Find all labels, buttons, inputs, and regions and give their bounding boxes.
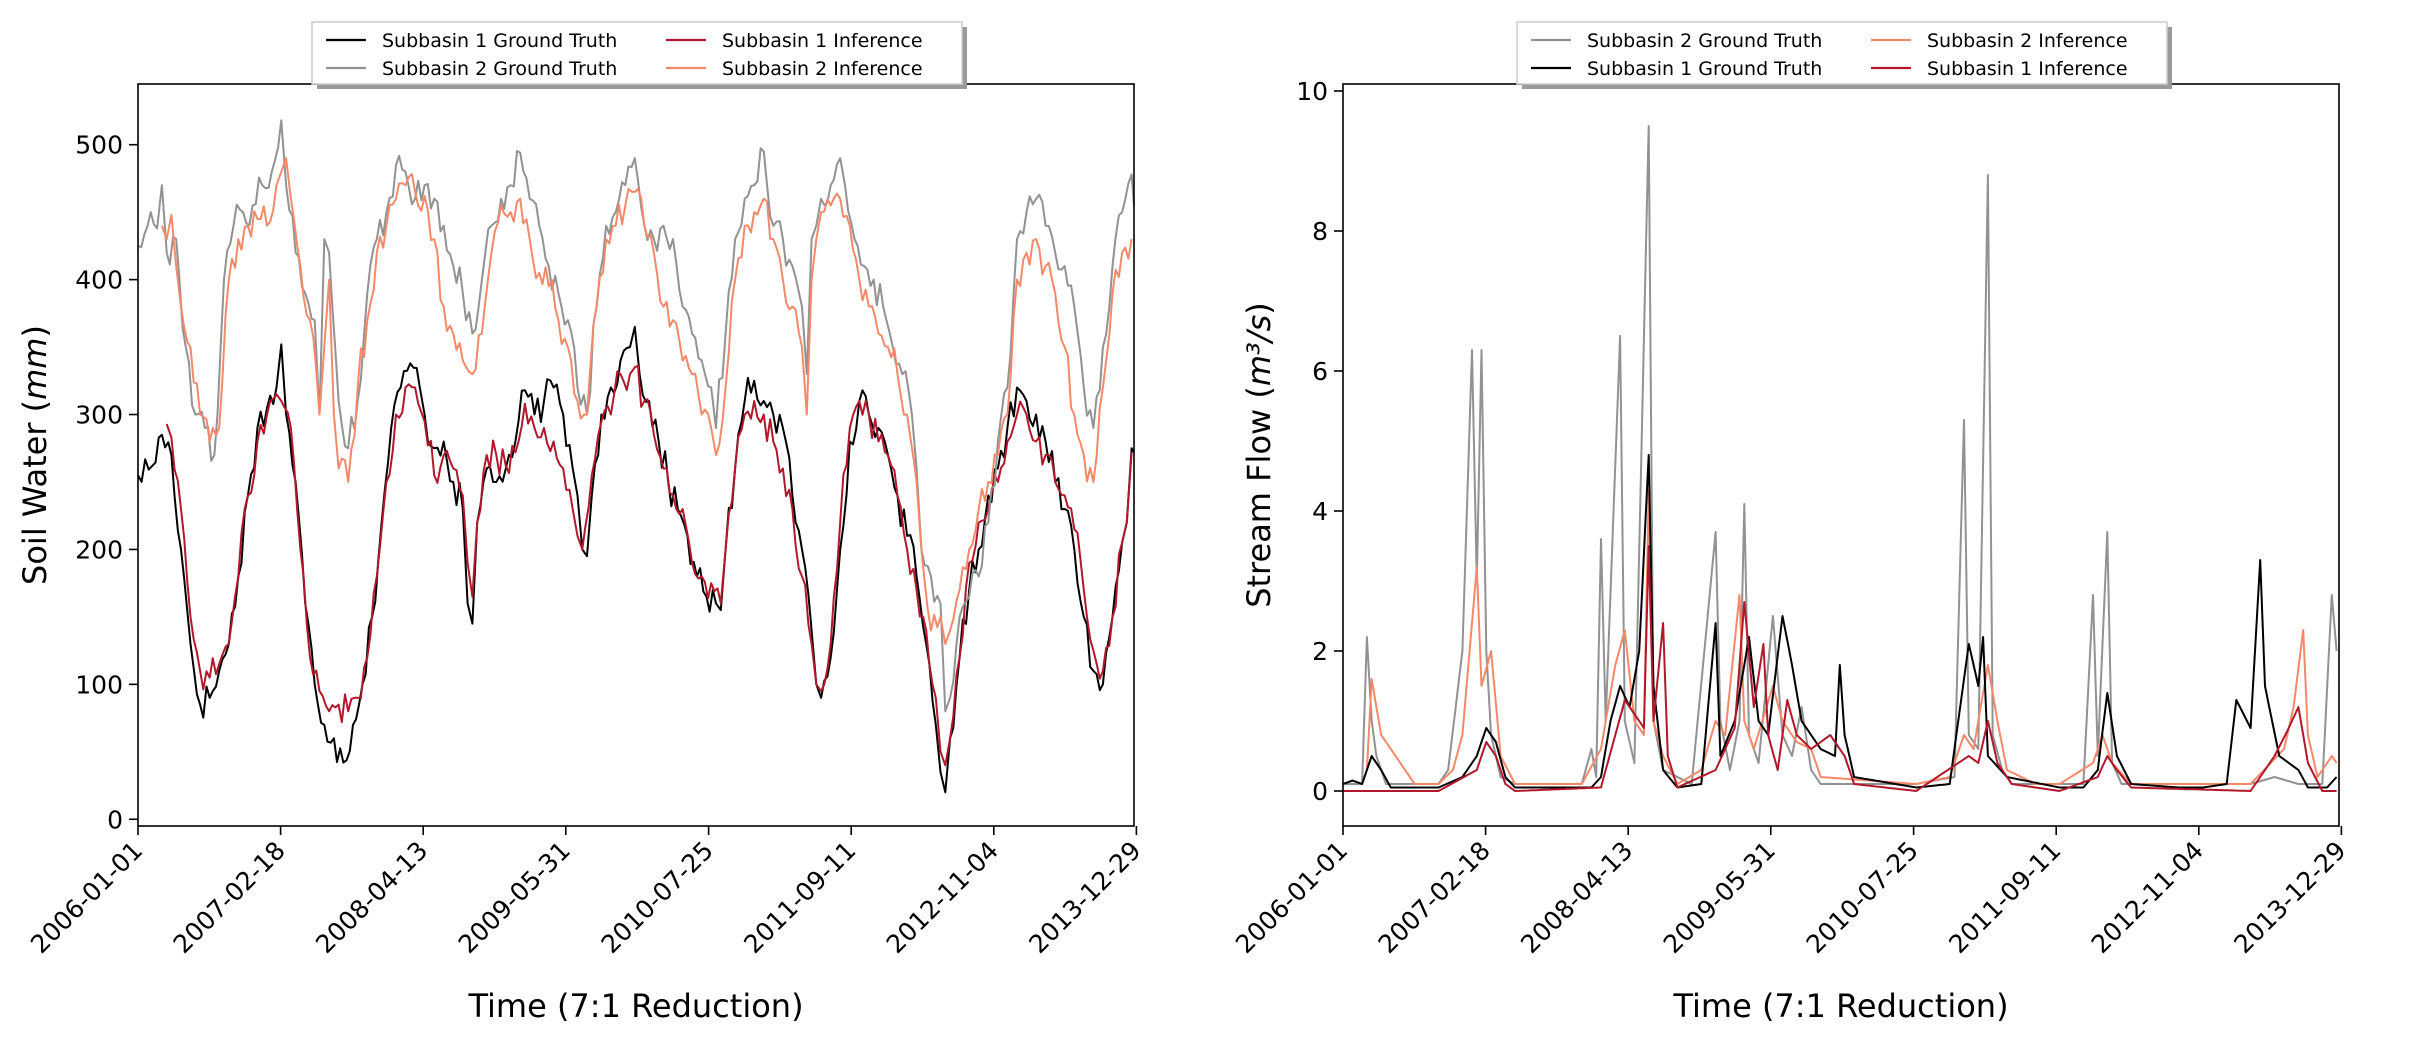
stream-flow-y-tick-label: 4 [1312,497,1328,526]
soil-water-legend-box [311,21,963,85]
soil-water-y-tick-label: 300 [75,401,123,430]
stream-flow-y-tick-label: 10 [1296,77,1328,106]
soil-water-x-axis-label: Time (7:1 Reduction) [467,987,803,1025]
stream-flow-y-tick-label: 2 [1312,637,1328,666]
stream-flow-legend-label-subbasin-1-ground-truth: Subbasin 1 Ground Truth [1587,58,1822,80]
stream-flow-x-axis-label: Time (7:1 Reduction) [1672,987,2008,1025]
stream-flow-legend-label-subbasin-2-ground-truth: Subbasin 2 Ground Truth [1587,30,1822,52]
stream-flow-legend-label-subbasin-1-inference: Subbasin 1 Inference [1927,58,2128,80]
soil-water-legend-label-subbasin-1-ground-truth: Subbasin 1 Ground Truth [382,30,617,52]
soil-water-y-tick-label: 0 [107,805,123,834]
soil-water-series [137,119,1135,794]
soil-water-line-subbasin-2-ground-truth [137,119,1135,713]
stream-flow-y-ticks: 0 2 4 6 8 10 [1296,77,1343,806]
soil-water-y-tick-label: 500 [75,131,123,160]
soil-water-y-tick-label: 400 [75,266,123,295]
soil-water-legend-label-subbasin-2-ground-truth: Subbasin 2 Ground Truth [382,58,617,80]
soil-water-y-ticks: 0 100 200 300 400 500 [75,131,138,834]
soil-water-y-axis-label: Soil Water (mm) [16,325,54,585]
soil-water-line-subbasin-2-inference [160,157,1133,645]
stream-flow-line-subbasin-1-ground-truth [1342,454,2338,789]
soil-water-legend-label-subbasin-2-inference: Subbasin 2 Inference [722,58,923,80]
soil-water-legend: Subbasin 1 Ground Truth Subbasin 2 Ground… [311,21,967,89]
soil-water-y-tick-label: 100 [75,670,123,699]
stream-flow-y-axis-label: Stream Flow (m³/s) [1240,302,1278,608]
stream-flow-legend-box [1516,21,2168,85]
stream-flow-line-subbasin-1-inference [1343,545,2337,792]
soil-water-y-tick-label: 200 [75,535,123,564]
stream-flow-y-tick-label: 0 [1312,777,1328,806]
stream-flow-legend: Subbasin 2 Ground Truth Subbasin 1 Ground… [1516,21,2172,89]
stream-flow-y-tick-label: 6 [1312,357,1328,386]
stream-flow-series [1342,125,2338,792]
stream-flow-line-subbasin-2-inference [1365,489,2338,785]
soil-water-line-subbasin-1-inference [165,364,1133,767]
soil-water-legend-label-subbasin-1-inference: Subbasin 1 Inference [722,30,923,52]
stream-flow-legend-label-subbasin-2-inference: Subbasin 2 Inference [1927,30,2128,52]
stream-flow-y-tick-label: 8 [1312,217,1328,246]
